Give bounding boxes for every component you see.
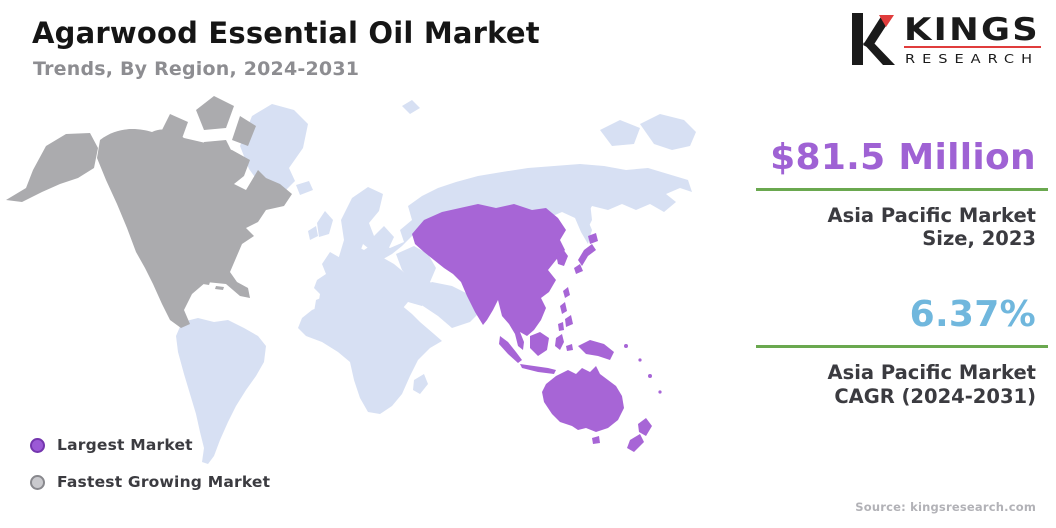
region-sulawesi [555, 334, 564, 350]
region-arabia [413, 282, 486, 328]
largest-market-label: Largest Market [57, 436, 193, 454]
cagr-label: Asia Pacific Market CAGR (2024-2031) [756, 361, 1048, 409]
region-nz-south [627, 434, 644, 452]
region-pacific-island-2 [638, 358, 642, 362]
region-uk [317, 211, 333, 237]
region-sumatra [499, 336, 522, 363]
region-cuba [197, 280, 210, 285]
region-new-guinea [578, 340, 614, 360]
region-kamchatka [576, 192, 592, 234]
region-pacific-island-1 [624, 344, 628, 348]
cagr-label-line1: Asia Pacific Market [827, 360, 1036, 384]
region-madagascar [413, 374, 428, 394]
region-philippines-3 [558, 322, 564, 331]
region-middle-east [396, 246, 442, 294]
largest-market-dot [30, 437, 45, 453]
region-java [520, 364, 556, 374]
region-philippines-1 [560, 302, 567, 314]
market-size-label-line2: Size, 2023 [922, 227, 1036, 251]
region-iceland [296, 181, 313, 195]
logo-brand-text: KINGS [904, 12, 1040, 48]
fastest-growing-dot [30, 474, 45, 490]
cagr-value: 6.37% [909, 294, 1036, 336]
stat-cagr: 6.37% Asia Pacific Market CAGR (2024-203… [756, 295, 1048, 408]
fastest-growing-label: Fastest Growing Market [57, 473, 271, 491]
green-divider [756, 187, 1048, 191]
region-svalbard [402, 100, 420, 114]
green-divider-2 [756, 344, 1048, 348]
region-nz-north [638, 418, 652, 436]
page-title: Agarwood Essential Oil Market [32, 16, 540, 50]
region-korea [556, 249, 568, 266]
legend-item-largest: Largest Market [30, 436, 270, 454]
region-borneo [530, 332, 549, 356]
map-legend: Largest Market Fastest Growing Market [30, 436, 270, 510]
region-pacific-island-3 [648, 374, 652, 378]
market-size-label-line1: Asia Pacific Market [827, 203, 1036, 227]
region-moluccas [566, 344, 573, 351]
market-size-value: $81.5 Million [770, 137, 1036, 178]
world-map [0, 84, 750, 476]
region-siberia-islands [600, 120, 640, 146]
region-north-america [6, 96, 292, 328]
region-chukotka [640, 114, 696, 150]
logo-red-triangle [879, 15, 894, 27]
logo-k-mark [852, 13, 895, 65]
cagr-label-line2: CAGR (2024-2031) [834, 384, 1036, 408]
page-subtitle: Trends, By Region, 2024-2031 [33, 58, 360, 80]
market-size-label: Asia Pacific Market Size, 2023 [756, 204, 1048, 252]
region-japan-kyushu [574, 264, 583, 274]
region-scandinavia [338, 187, 394, 265]
stat-market-size: $81.5 Million Asia Pacific Market Size, … [756, 138, 1048, 251]
region-pacific-island-4 [658, 390, 662, 394]
region-asia-pacific [412, 204, 662, 452]
region-asia-mainland [412, 204, 566, 350]
region-japan-hokkaido [588, 233, 598, 244]
logo-rule [904, 46, 1041, 48]
region-australia [542, 366, 624, 432]
region-arctic-island-2 [196, 96, 234, 130]
region-na-mainland [97, 129, 292, 328]
legend-item-fastest: Fastest Growing Market [30, 473, 270, 491]
kings-research-logo: KINGS RESEARCH [852, 12, 1041, 66]
region-south-america [176, 318, 266, 464]
logo-sub-text: RESEARCH [905, 51, 1039, 66]
region-africa [298, 294, 442, 414]
region-arctic-island-3 [232, 116, 256, 146]
region-tasmania [592, 436, 600, 444]
region-japan-honshu [578, 244, 596, 266]
region-ireland [308, 226, 318, 240]
region-alaska [6, 133, 98, 202]
region-philippines-2 [565, 315, 573, 327]
region-hispaniola [215, 286, 224, 290]
region-taiwan [563, 287, 570, 298]
stat-callouts: $81.5 Million Asia Pacific Market Size, … [756, 138, 1048, 408]
source-attribution: Source: kingsresearch.com [855, 500, 1036, 514]
